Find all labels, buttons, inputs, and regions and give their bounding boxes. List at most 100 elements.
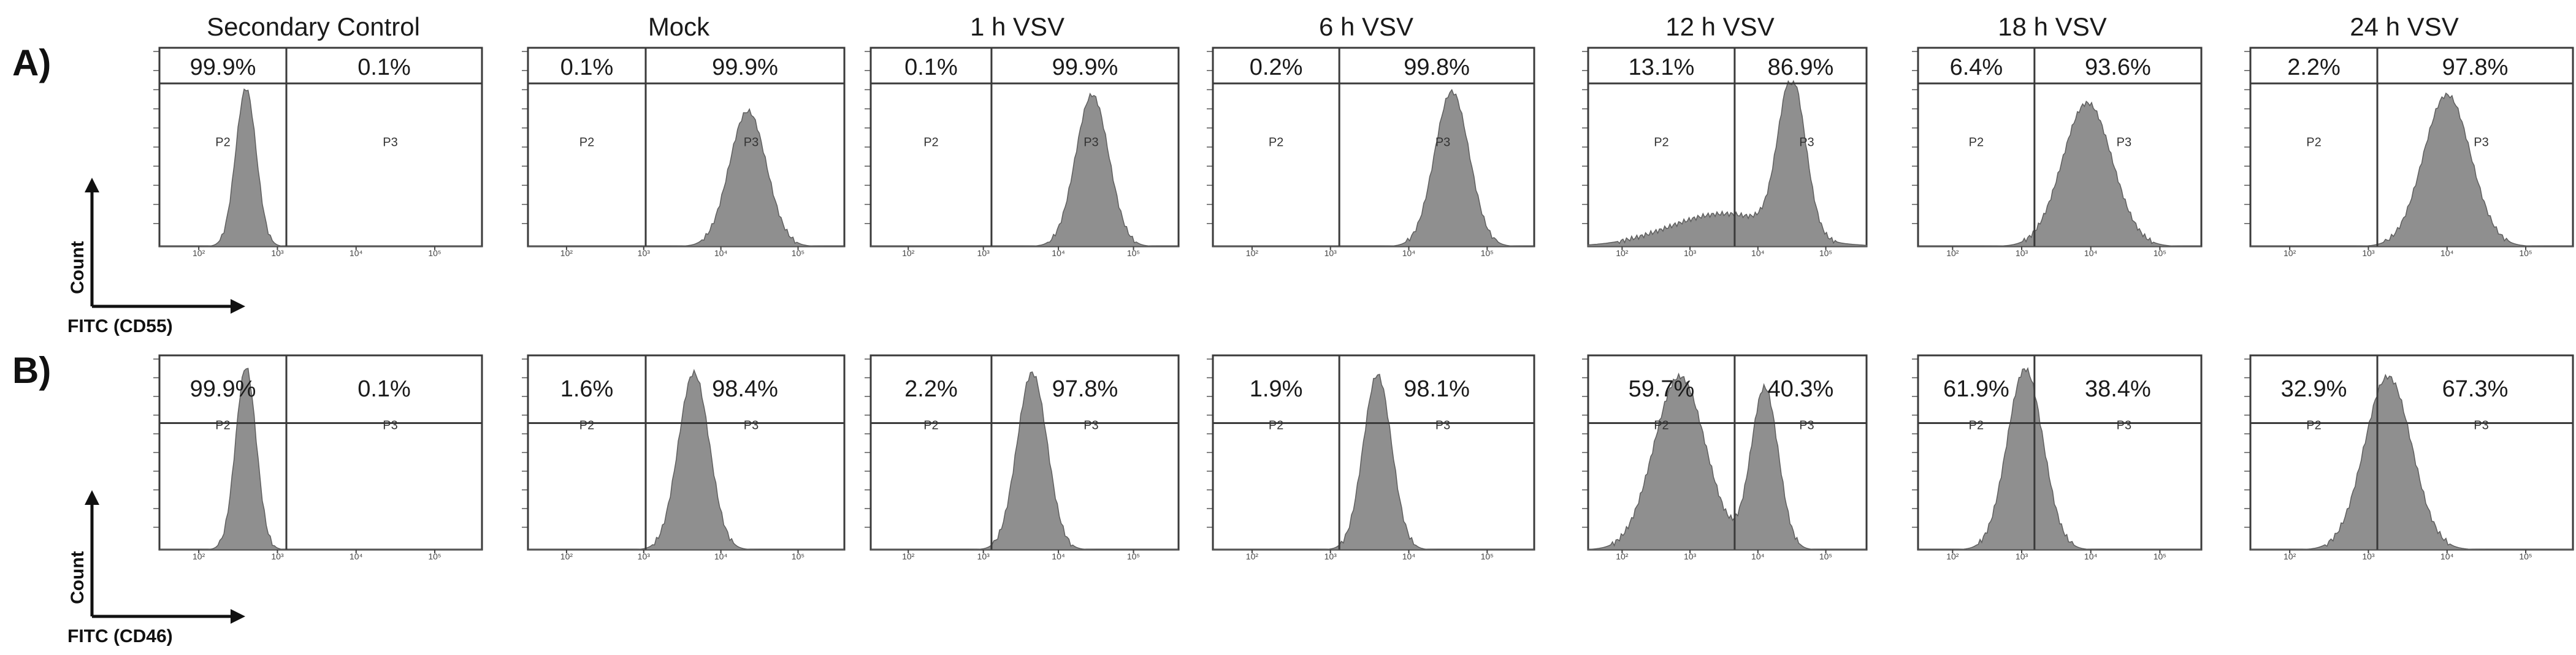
histogram-panel: 0.1% 99.9% P2 P3 10² 10³ 10⁴ 10⁵ <box>856 47 1180 258</box>
x-tick-label: 10³ <box>2016 551 2028 561</box>
gate-label-p2: P2 <box>1969 136 1984 150</box>
x-tick-label: 10⁵ <box>1481 248 1494 258</box>
x-tick-label: 10⁵ <box>428 248 441 258</box>
p3-percent: 99.8% <box>1404 55 1470 80</box>
p2-percent: 13.1% <box>1629 55 1695 80</box>
gate-label-p2: P2 <box>1654 136 1668 150</box>
p3-percent: 86.9% <box>1768 55 1834 80</box>
x-tick-label: 10³ <box>1324 248 1337 258</box>
row-label: B) <box>12 350 51 391</box>
x-tick-label: 10⁵ <box>2154 551 2166 561</box>
x-tick-label: 10⁴ <box>350 551 363 561</box>
p3-percent: 93.6% <box>2085 55 2151 80</box>
histogram-curve <box>1588 80 1867 247</box>
gate-label-p3: P3 <box>383 419 397 433</box>
histogram-panel: 2.2% 97.8% P2 P3 10² 10³ 10⁴ 10⁵ <box>2236 47 2574 258</box>
x-tick-label: 10³ <box>1684 248 1697 258</box>
p2-percent: 32.9% <box>2281 376 2347 402</box>
column-title: 12 h VSV <box>1665 12 1774 41</box>
histogram-curve <box>1588 373 1867 550</box>
histogram-panels: 99.9% 0.1% P2 P3 10² 10³ 10⁴ 10⁵ 0.1% 99.9% P2 P3 10… <box>145 47 2574 561</box>
histogram-curve <box>159 88 482 247</box>
axis-arrow-group: Count FITC (CD55) <box>67 178 245 336</box>
row-label: A) <box>12 42 51 83</box>
x-tick-label: 10² <box>193 551 205 561</box>
x-tick-label: 10⁴ <box>714 551 728 561</box>
x-tick-label: 10⁴ <box>1751 248 1765 258</box>
gate-label-p3: P3 <box>1435 136 1450 150</box>
gate-label-p3: P3 <box>1799 419 1814 433</box>
p2-percent: 99.9% <box>190 55 256 80</box>
x-tick-label: 10³ <box>2362 248 2375 258</box>
p3-percent: 40.3% <box>1768 376 1834 402</box>
histogram-curve <box>871 93 1179 247</box>
x-tick-label: 10⁵ <box>1819 551 1832 561</box>
x-arrow-head <box>231 299 245 314</box>
x-tick-label: 10² <box>560 248 573 258</box>
gate-label-p2: P2 <box>2306 419 2321 433</box>
p2-percent: 61.9% <box>1943 376 2009 402</box>
x-tick-label: 10³ <box>271 551 284 561</box>
p2-percent: 0.1% <box>560 55 614 80</box>
axis-arrow-group: Count FITC (CD46) <box>67 490 245 646</box>
p2-percent: 1.6% <box>560 376 614 402</box>
gate-label-p3: P3 <box>1084 419 1098 433</box>
histogram-curve <box>528 369 844 550</box>
column-titles: Secondary Control Mock 1 h VSV 6 h VSV 12 h … <box>207 12 2459 41</box>
histogram-curve <box>1213 89 1534 247</box>
x-tick-label: 10⁵ <box>1819 248 1832 258</box>
column-title: 18 h VSV <box>1998 12 2106 41</box>
count-axis-label: Count <box>67 241 88 294</box>
x-tick-label: 10² <box>560 551 573 561</box>
histogram-panel: 59.7% 40.3% P2 P3 10² 10³ 10⁴ 10⁵ <box>1573 354 1868 561</box>
p2-percent: 0.2% <box>1250 55 1303 80</box>
p3-percent: 97.8% <box>1052 376 1118 402</box>
x-tick-label: 10⁵ <box>792 551 805 561</box>
plot-frame <box>869 47 1180 248</box>
histogram-curve <box>1918 367 2201 550</box>
p3-percent: 38.4% <box>2085 376 2151 402</box>
p3-percent: 67.3% <box>2442 376 2509 402</box>
x-tick-label: 10² <box>902 551 915 561</box>
gate-label-p3: P3 <box>2474 136 2488 150</box>
gate-label-p3: P3 <box>2117 136 2131 150</box>
gate-label-p3: P3 <box>2117 419 2131 433</box>
plot-frame <box>527 47 846 248</box>
histogram-panel: 32.9% 67.3% P2 P3 10² 10³ 10⁴ 10⁵ <box>2236 354 2574 561</box>
gate-label-p2: P2 <box>1654 419 1668 433</box>
gate-label-p3: P3 <box>2474 419 2488 433</box>
p3-percent: 0.1% <box>357 55 411 80</box>
gate-label-p2: P2 <box>923 419 938 433</box>
column-title: Secondary Control <box>207 12 420 41</box>
p3-percent: 99.9% <box>1052 55 1118 80</box>
plot-frame <box>158 354 483 551</box>
x-tick-label: 10² <box>2284 551 2296 561</box>
x-tick-label: 10⁴ <box>1052 551 1065 561</box>
x-tick-label: 10⁴ <box>2440 248 2454 258</box>
x-tick-label: 10² <box>902 248 915 258</box>
x-tick-label: 10² <box>1246 248 1259 258</box>
histogram-panel: 1.9% 98.1% P2 P3 10² 10³ 10⁴ 10⁵ <box>1198 354 1535 561</box>
histogram-panel: 0.2% 99.8% P2 P3 10² 10³ 10⁴ 10⁵ <box>1198 47 1535 258</box>
x-tick-label: 10⁵ <box>2519 551 2532 561</box>
gate-label-p2: P2 <box>923 136 938 150</box>
fitc-axis-label: FITC (CD55) <box>67 316 173 336</box>
histogram-curve <box>2250 92 2573 247</box>
gate-label-p2: P2 <box>579 136 594 150</box>
gate-label-p2: P2 <box>1269 136 1283 150</box>
x-tick-label: 10² <box>1946 248 1959 258</box>
histogram-panel: 61.9% 38.4% P2 P3 10² 10³ 10⁴ 10⁵ <box>1903 354 2203 561</box>
x-tick-label: 10⁴ <box>1751 551 1765 561</box>
x-tick-label: 10² <box>2284 248 2296 258</box>
x-tick-label: 10² <box>1616 551 1629 561</box>
x-tick-label: 10³ <box>1324 551 1337 561</box>
x-tick-label: 10⁴ <box>1052 248 1065 258</box>
histogram-panel: 2.2% 97.8% P2 P3 10² 10³ 10⁴ 10⁵ <box>856 354 1180 561</box>
gate-label-p3: P3 <box>1084 136 1098 150</box>
histogram-curve <box>871 371 1179 550</box>
gate-label-p3: P3 <box>1799 136 1814 150</box>
x-tick-label: 10⁵ <box>792 248 805 258</box>
column-title: 24 h VSV <box>2350 12 2458 41</box>
x-tick-label: 10² <box>1616 248 1629 258</box>
